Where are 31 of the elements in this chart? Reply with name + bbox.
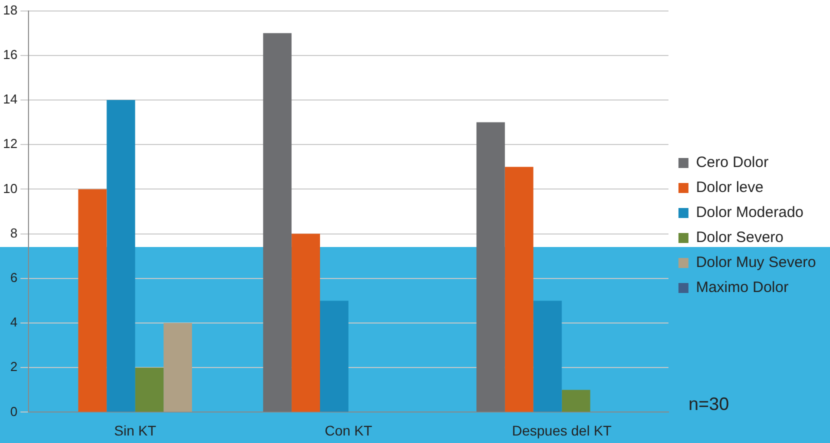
bar [504,166,534,412]
bar [476,122,505,412]
bar [263,33,292,412]
legend-label: Dolor Muy Severo [696,254,816,272]
bar [135,368,164,412]
bar [106,100,136,412]
y-tick-label: 12 [2,136,18,152]
y-tick-label: 10 [2,180,18,196]
text: n=30 [688,394,730,414]
y-tick-label: 18 [2,2,18,18]
legend-label: Dolor Severo [696,229,784,246]
legend-label: Maximo Dolor [696,279,788,296]
y-tick-label: 14 [2,92,18,107]
y-tick-label: 4 [10,314,18,330]
bar [292,234,320,412]
bar [320,300,348,412]
x-tick-label: Despues del KT [512,422,612,438]
y-tick-label: 0 [10,404,18,419]
y-tick-label: 16 [2,46,18,62]
x-tick-label: Sin KT [114,422,157,438]
x-tick-label: Con KT [324,422,373,438]
y-tick-label: 8 [10,225,18,240]
legend-label: Cero Dolor [696,154,768,172]
y-tick-label: 2 [10,359,18,374]
bar [78,189,107,412]
y-tick-label: 6 [10,270,18,285]
bar [533,300,562,412]
bar [562,390,590,412]
legend-label: Dolor Moderado [696,204,804,222]
legend-label: Dolor leve [696,179,764,196]
bar [164,323,192,412]
